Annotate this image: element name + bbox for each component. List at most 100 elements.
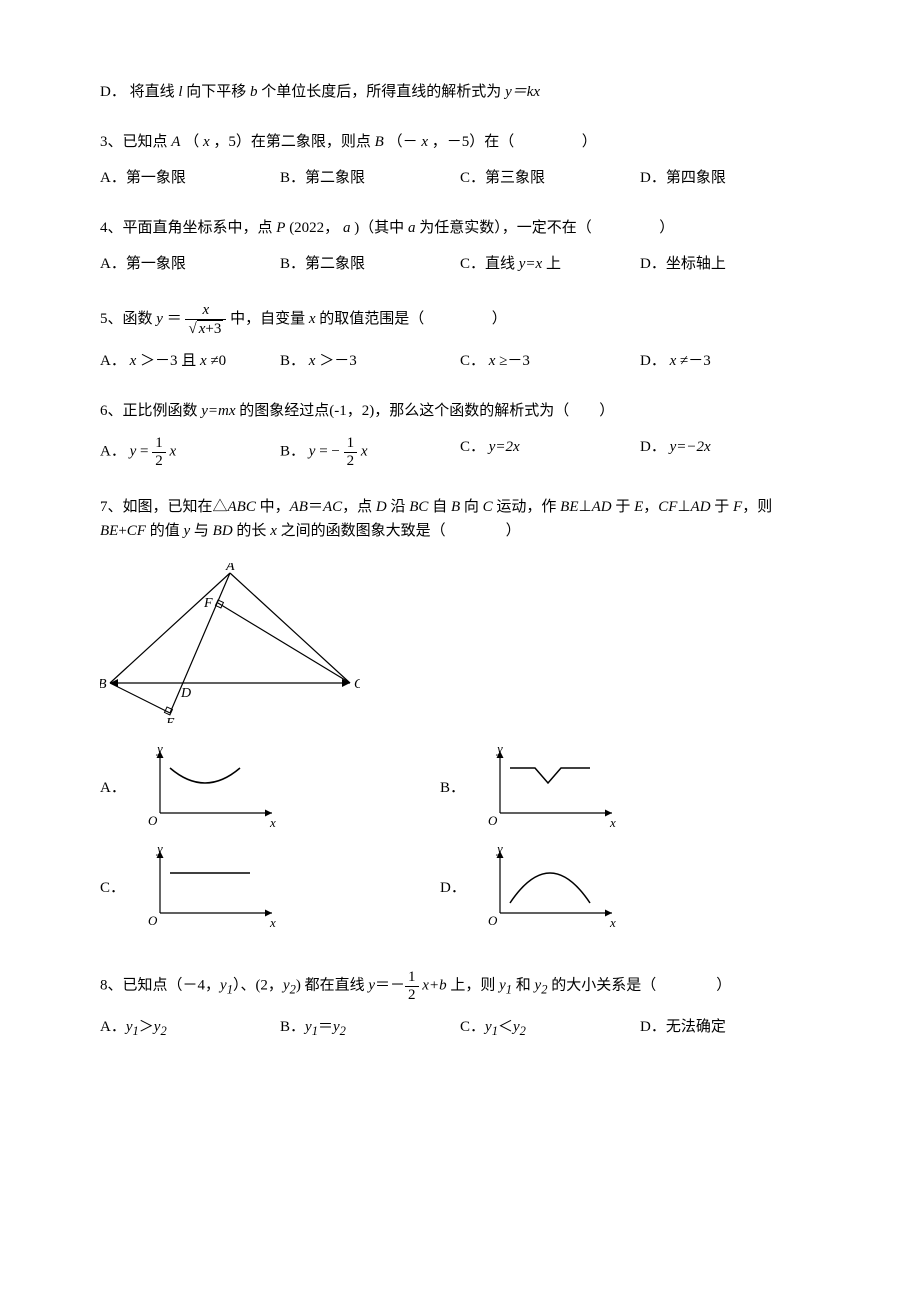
q5-optC: C． x ≥－3 (460, 349, 640, 373)
q7-gD-label: D． (440, 876, 470, 900)
q6-optD: D． y=−2x (640, 435, 820, 469)
svg-text:y: y (495, 743, 503, 756)
q6-t2: 的图象经过点(-1，2)，那么这个函数的解析式为（ ） (239, 403, 614, 419)
q6-oAden: 2 (152, 453, 166, 470)
svg-text:x: x (609, 815, 616, 830)
q8-t6: ） (716, 977, 731, 993)
q6-oA1: A． (100, 443, 126, 459)
q6-optA: A． y = 1 2 x (100, 435, 280, 469)
q7-t8: 于 (612, 499, 635, 515)
q5-stem: 5、函数 y ＝ x x+3 中，自变量 x 的取值范围是（ ） (100, 302, 820, 337)
q8-optC: C．y1＜y2 (460, 1015, 640, 1041)
svg-text:O: O (488, 813, 498, 828)
q7-t7: 运动，作 (493, 499, 561, 515)
q4-t2: (2022， (289, 220, 339, 236)
q5-oAx: x (130, 353, 137, 369)
q8-optB: B．y1＝y2 (280, 1015, 460, 1041)
q7-AB: AB (290, 499, 308, 515)
q4-options: A．第一象限 B．第二象限 C．直线 y=x 上 D．坐标轴上 (100, 252, 820, 276)
q6-oBneg: − (331, 443, 339, 459)
q4-t3: )（其中 (354, 220, 408, 236)
svg-text:y: y (155, 843, 163, 856)
q6-oAx: x (169, 443, 176, 459)
q3-t5: ，－5）在（ (432, 134, 515, 150)
q8-t5: 的大小关系是（ (547, 977, 656, 993)
q7-CF2: CF (127, 523, 146, 539)
q5-sqrt: x+3 (188, 320, 223, 338)
q5-optA: A． x ＞－3 且 x ≠0 (100, 349, 280, 373)
q4-a2: a (408, 220, 416, 236)
q5-optB: B． x ＞－3 (280, 349, 460, 373)
q5-oDx: x (670, 353, 677, 369)
q8-stem: 8、已知点（－4，y1）、(2，y2) 都在直线 y＝－12 x+b 上，则 y… (100, 969, 820, 1003)
q7-F: F (733, 499, 742, 515)
q3-x2: x (421, 134, 428, 150)
q5-oB2: ＞－3 (319, 353, 357, 369)
q6-oBnum: 1 (344, 435, 358, 453)
q8-t3: ) 都在直线 (296, 977, 369, 993)
q3-t3: ，5）在第二象限，则点 (213, 134, 374, 150)
opt-d-b: b (250, 84, 258, 100)
q7-t14: 的长 (233, 523, 271, 539)
q5-optD: D． x ≠－3 (640, 349, 820, 373)
q4-optC-eq: y=x (519, 256, 542, 272)
q4-t1: 4、平面直角坐标系中，点 (100, 220, 276, 236)
q8-t4: 上，则 (447, 977, 500, 993)
q7-graphA: A． yxO (100, 743, 440, 833)
opt-d-label: D． (100, 84, 126, 100)
q7-CF: CF (658, 499, 677, 515)
q7-t10: 于 (711, 499, 734, 515)
q5-oCx: x (489, 353, 496, 369)
q4-stem: 4、平面直角坐标系中，点 P (2022， a )（其中 a 为任意实数），一定… (100, 216, 820, 240)
q3-stem: 3、已知点 A （ x ，5）在第二象限，则点 B （－ x ，－5）在（ ） (100, 130, 820, 154)
question-3: 3、已知点 A （ x ，5）在第二象限，则点 B （－ x ，－5）在（ ） … (100, 130, 820, 190)
q8-oCy1: y (485, 1019, 492, 1035)
q7-t1: 7、如图，已知在△ (100, 499, 228, 515)
q6-t1: 6、正比例函数 (100, 403, 201, 419)
q5-oAx2: x (200, 353, 207, 369)
q8-oBs2: 2 (340, 1024, 346, 1038)
svg-text:O: O (148, 813, 158, 828)
q7-p2: ⊥ (677, 499, 690, 515)
q6-oD1: D． (640, 439, 666, 455)
q5-t4: ） (492, 311, 507, 327)
question-6: 6、正比例函数 y=mx 的图象经过点(-1，2)，那么这个函数的解析式为（ ）… (100, 399, 820, 469)
svg-text:F: F (203, 596, 213, 611)
q8-oBr: ＝ (318, 1019, 333, 1035)
q4-optA: A．第一象限 (100, 252, 280, 276)
q6-oBeq: = (319, 443, 327, 459)
q3-t6: ） (582, 134, 597, 150)
q7-gC-label: C． (100, 876, 130, 900)
svg-text:x: x (609, 915, 616, 930)
q5-num: x (185, 302, 226, 320)
q7-BE2: BE (100, 523, 118, 539)
q5-denp3: +3 (205, 321, 221, 337)
q8-oC1: C． (460, 1019, 485, 1035)
q8-xb: x+b (419, 977, 447, 993)
q7-t13: 与 (190, 523, 213, 539)
q7-t11: ，则 (742, 499, 772, 515)
q4-a: a (343, 220, 351, 236)
q5-t2: 中，自变量 (230, 311, 309, 327)
q7-E: E (634, 499, 643, 515)
q7-graphs: A． yxO B． yxO C． yxO D． yxO (100, 743, 780, 943)
q7-t4: 沿 (387, 499, 410, 515)
q5-t3: 的取值范围是（ (319, 311, 424, 327)
q4-optD: D．坐标轴上 (640, 252, 820, 276)
svg-text:O: O (148, 913, 158, 928)
q7-ABC: ABC (228, 499, 256, 515)
q7-t6: 向 (460, 499, 483, 515)
svg-text:y: y (495, 843, 503, 856)
q7-AD2: AD (691, 499, 711, 515)
q7-t12: 的值 (146, 523, 184, 539)
svg-text:x: x (269, 915, 276, 930)
q7-AD: AD (592, 499, 612, 515)
opt-d-text3: 个单位长度后，所得直线的解析式为 (261, 84, 505, 100)
q8-y2: y (283, 977, 290, 993)
question-5: 5、函数 y ＝ x x+3 中，自变量 x 的取值范围是（ ） A． x ＞－… (100, 302, 820, 373)
q8-oB1: B． (280, 1019, 305, 1035)
svg-text:y: y (155, 743, 163, 756)
q6-oAnum: 1 (152, 435, 166, 453)
q8-oCs2: 2 (520, 1024, 526, 1038)
q8-oAr: ＞ (139, 1019, 154, 1035)
